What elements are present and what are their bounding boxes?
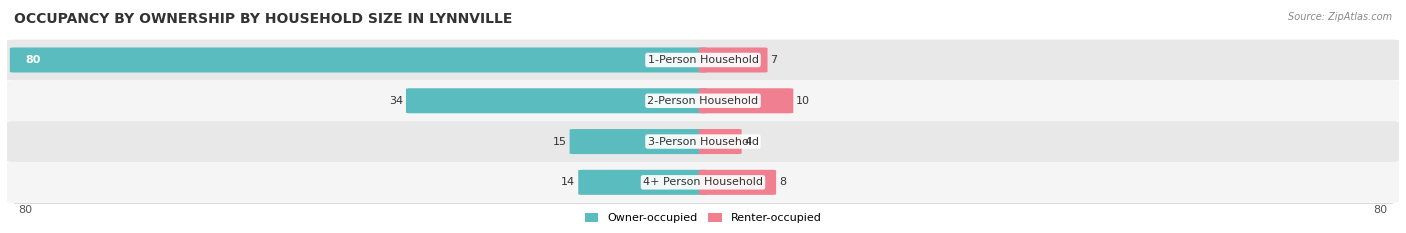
Text: 1-Person Household: 1-Person Household <box>648 55 758 65</box>
Text: 80: 80 <box>18 205 32 215</box>
Text: 8: 8 <box>779 177 786 187</box>
Text: 3-Person Household: 3-Person Household <box>648 137 758 147</box>
FancyBboxPatch shape <box>7 40 1399 80</box>
Text: OCCUPANCY BY OWNERSHIP BY HOUSEHOLD SIZE IN LYNNVILLE: OCCUPANCY BY OWNERSHIP BY HOUSEHOLD SIZE… <box>14 12 512 26</box>
Text: 34: 34 <box>389 96 404 106</box>
FancyBboxPatch shape <box>699 48 768 72</box>
FancyBboxPatch shape <box>699 129 742 154</box>
FancyBboxPatch shape <box>7 121 1399 162</box>
Legend: Owner-occupied, Renter-occupied: Owner-occupied, Renter-occupied <box>581 208 825 227</box>
FancyBboxPatch shape <box>10 48 707 72</box>
Text: 80: 80 <box>1374 205 1388 215</box>
Text: 15: 15 <box>553 137 567 147</box>
Text: Source: ZipAtlas.com: Source: ZipAtlas.com <box>1288 12 1392 22</box>
Text: 10: 10 <box>796 96 810 106</box>
FancyBboxPatch shape <box>578 170 707 195</box>
Text: 14: 14 <box>561 177 575 187</box>
Text: 4: 4 <box>745 137 752 147</box>
FancyBboxPatch shape <box>7 80 1399 121</box>
Text: 4+ Person Household: 4+ Person Household <box>643 177 763 187</box>
FancyBboxPatch shape <box>699 170 776 195</box>
FancyBboxPatch shape <box>406 88 707 113</box>
Text: 7: 7 <box>770 55 778 65</box>
Text: 2-Person Household: 2-Person Household <box>647 96 759 106</box>
FancyBboxPatch shape <box>7 162 1399 203</box>
Text: 80: 80 <box>25 55 41 65</box>
FancyBboxPatch shape <box>569 129 707 154</box>
FancyBboxPatch shape <box>699 88 793 113</box>
